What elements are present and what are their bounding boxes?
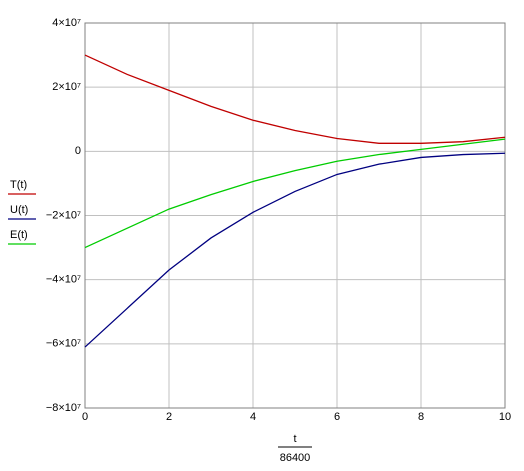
y-tick-label: −4×10⁷ — [46, 274, 81, 286]
x-tick-label: 0 — [82, 411, 88, 423]
y-tick-label: −8×10⁷ — [46, 402, 81, 414]
x-tick-label: 6 — [334, 411, 340, 423]
x-label-numerator: t — [293, 433, 296, 445]
plot-border — [84, 22, 506, 409]
series-line — [84, 152, 506, 348]
legend-label: E(t) — [10, 229, 28, 241]
y-tick-label: 4×10⁷ — [52, 17, 81, 29]
x-tick-label: 10 — [499, 411, 511, 423]
y-tick-label: −6×10⁷ — [46, 338, 81, 350]
x-tick-label: 8 — [418, 411, 424, 423]
legend-label: T(t) — [10, 179, 27, 191]
y-tick-label: −2×10⁷ — [46, 209, 81, 221]
legend-label: U(t) — [10, 204, 28, 216]
y-tick-label: 2×10⁷ — [52, 81, 81, 93]
x-tick-label: 2 — [166, 411, 172, 423]
y-tick-label: 0 — [75, 145, 81, 157]
series-line — [84, 138, 506, 249]
x-label-denominator: 86400 — [280, 452, 311, 464]
x-tick-label: 4 — [250, 411, 256, 423]
series-line — [84, 54, 506, 144]
